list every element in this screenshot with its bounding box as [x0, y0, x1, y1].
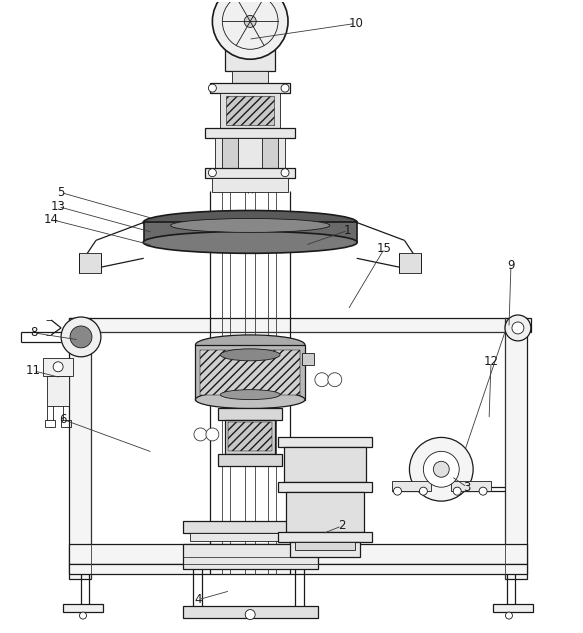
Text: 4: 4 — [195, 593, 202, 606]
Circle shape — [79, 612, 86, 619]
Bar — [232, 71, 268, 83]
Bar — [210, 83, 290, 93]
Bar — [225, 46, 275, 71]
Ellipse shape — [220, 349, 280, 361]
Bar — [182, 521, 318, 533]
Circle shape — [409, 437, 473, 501]
Circle shape — [505, 315, 531, 341]
Text: 3: 3 — [463, 480, 471, 494]
Ellipse shape — [195, 335, 305, 355]
Circle shape — [61, 317, 101, 357]
Text: 10: 10 — [348, 17, 363, 30]
Bar — [290, 542, 360, 557]
Bar — [191, 533, 310, 541]
Bar — [284, 448, 366, 482]
Circle shape — [194, 428, 207, 441]
Bar — [278, 532, 371, 542]
Ellipse shape — [220, 390, 280, 399]
Bar — [47, 376, 69, 406]
Bar — [222, 138, 238, 168]
Circle shape — [208, 169, 216, 177]
Bar — [225, 420, 275, 454]
Bar — [45, 420, 55, 427]
Bar — [69, 318, 91, 579]
Bar — [215, 138, 285, 168]
Bar — [182, 606, 318, 618]
Text: 15: 15 — [377, 242, 392, 255]
Circle shape — [433, 461, 449, 477]
Bar — [392, 481, 431, 491]
Bar — [69, 318, 531, 332]
Circle shape — [244, 15, 256, 27]
Circle shape — [328, 373, 342, 387]
Bar — [302, 353, 314, 365]
Circle shape — [423, 451, 459, 487]
Bar — [278, 482, 371, 492]
Bar — [63, 604, 103, 611]
Bar — [69, 564, 527, 573]
Bar — [295, 542, 354, 550]
Bar — [286, 492, 364, 532]
Text: 13: 13 — [51, 200, 65, 213]
Circle shape — [505, 612, 512, 619]
Ellipse shape — [143, 211, 357, 234]
Ellipse shape — [143, 232, 357, 253]
Circle shape — [394, 487, 402, 495]
Circle shape — [315, 373, 329, 387]
Circle shape — [70, 326, 92, 348]
Bar — [212, 178, 288, 192]
Bar — [195, 345, 305, 399]
Text: 2: 2 — [338, 520, 346, 532]
Circle shape — [281, 84, 289, 92]
Circle shape — [206, 428, 219, 441]
Bar — [219, 408, 282, 420]
Circle shape — [212, 0, 288, 60]
Bar — [244, 32, 256, 46]
Bar — [182, 544, 318, 569]
Text: 9: 9 — [507, 259, 515, 272]
Text: 1: 1 — [344, 224, 352, 237]
Bar — [205, 168, 295, 178]
Circle shape — [512, 322, 524, 334]
Ellipse shape — [195, 391, 305, 408]
Circle shape — [53, 362, 63, 372]
Bar — [219, 454, 282, 467]
Bar — [278, 437, 371, 448]
Circle shape — [453, 487, 461, 495]
Bar — [493, 604, 533, 611]
Bar — [143, 222, 357, 242]
Bar — [451, 481, 491, 491]
Bar — [205, 128, 295, 138]
Circle shape — [245, 610, 255, 620]
Circle shape — [281, 169, 289, 177]
Bar — [505, 318, 527, 579]
Text: 8: 8 — [30, 327, 38, 339]
Text: 12: 12 — [483, 355, 498, 368]
Bar — [226, 96, 274, 125]
Circle shape — [419, 487, 427, 495]
Bar — [220, 93, 280, 128]
Bar — [399, 253, 422, 273]
Ellipse shape — [171, 218, 330, 232]
Bar — [69, 544, 527, 564]
Bar — [61, 420, 71, 427]
Bar — [201, 350, 300, 394]
Text: 14: 14 — [44, 213, 59, 226]
Circle shape — [208, 84, 216, 92]
Circle shape — [479, 487, 487, 495]
Bar — [79, 253, 101, 273]
Bar — [43, 358, 73, 376]
Text: 11: 11 — [26, 364, 41, 377]
Text: 6: 6 — [59, 413, 67, 426]
Bar — [262, 138, 278, 168]
Text: 5: 5 — [57, 186, 65, 199]
Bar — [229, 422, 272, 451]
